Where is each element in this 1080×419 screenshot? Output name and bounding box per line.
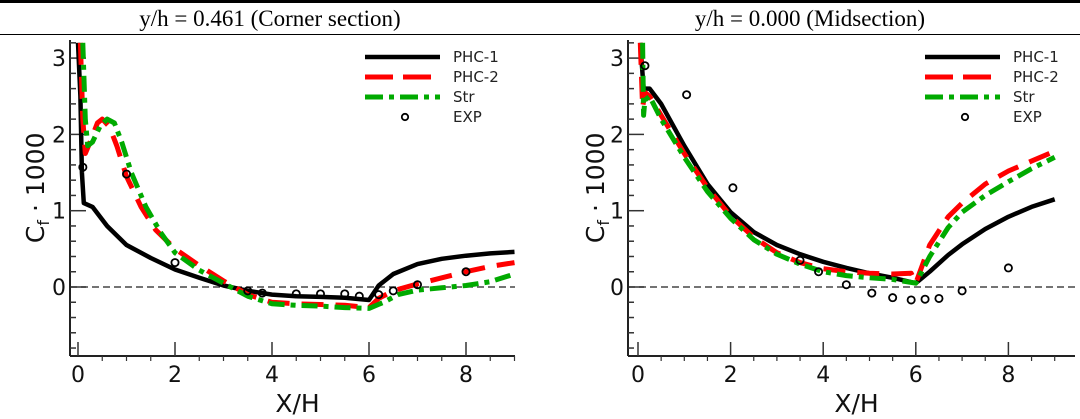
chart-panel-corner: 0 1 2 3 0 2 4 6 8 X/H Cf · 1000 PHC-1 PHC-2 Str EXP — [21, 40, 516, 418]
data-point-exp — [728, 183, 738, 193]
data-point-exp — [461, 267, 471, 277]
legend: PHC-1 PHC-2 Str EXP — [365, 48, 499, 126]
panel-title-left: y/h = 0.461 (Corner section) — [139, 6, 401, 31]
data-point-exp — [1003, 263, 1013, 273]
data-point-exp — [315, 289, 325, 299]
data-point-exp — [906, 295, 916, 305]
x-tick-label: 6 — [362, 363, 376, 388]
legend-label-str: Str — [453, 88, 475, 106]
x-axis-label: X/H — [834, 389, 878, 418]
y-axis-label: Cf · 1000 — [581, 133, 613, 244]
x-tick-label: 0 — [631, 363, 645, 388]
x-tick-label: 4 — [816, 363, 830, 388]
data-point-exp — [795, 255, 805, 265]
x-tick-label: 8 — [459, 363, 473, 388]
legend-label-phc-1: PHC-1 — [453, 48, 499, 66]
y-axis-label-tail: · 1000 — [21, 133, 50, 220]
data-point-exp — [257, 288, 267, 298]
x-tick-label: 2 — [724, 363, 738, 388]
data-point-exp — [291, 289, 301, 299]
y-tick-label: 3 — [52, 47, 66, 72]
data-point-exp — [814, 267, 824, 277]
plot-area — [75, 42, 516, 311]
data-point-exp — [920, 294, 930, 304]
top-rule — [0, 0, 1080, 3]
legend: PHC-1 PHC-2 Str EXP — [925, 48, 1059, 126]
data-point-exp — [412, 280, 422, 290]
series-line-phc-2 — [77, 42, 515, 311]
data-point-exp — [841, 280, 851, 290]
data-point-exp — [934, 293, 944, 303]
y-tick-label: 1 — [52, 200, 66, 225]
legend-label-phc-2: PHC-2 — [1013, 68, 1059, 86]
x-tick-label: 4 — [265, 363, 279, 388]
x-tick-label: 6 — [909, 363, 923, 388]
legend-marker-exp — [960, 112, 970, 122]
data-point-exp — [867, 288, 877, 298]
data-point-exp — [682, 90, 692, 100]
legend-label-phc-2: PHC-2 — [453, 68, 499, 86]
legend-label-str: Str — [1013, 88, 1035, 106]
series-line-phc-1 — [75, 42, 515, 303]
series-line-str — [640, 42, 1056, 286]
plot-area — [637, 42, 1056, 305]
data-point-exp — [640, 61, 650, 71]
series-line-str — [80, 42, 516, 311]
legend-label-exp: EXP — [453, 108, 482, 126]
y-tick-label: 0 — [610, 276, 624, 301]
y-axis-label: Cf · 1000 — [21, 133, 53, 244]
header-rule — [0, 34, 1080, 35]
x-tick-label: 2 — [168, 363, 182, 388]
x-axis-label: X/H — [275, 389, 319, 418]
data-point-exp — [170, 258, 180, 268]
data-point-exp — [243, 286, 253, 296]
y-tick-label: 2 — [610, 123, 624, 148]
legend-label-exp: EXP — [1013, 108, 1042, 126]
y-tick-label: 1 — [610, 200, 624, 225]
panel-title-right: y/h = 0.000 (Midsection) — [694, 6, 926, 31]
x-tick-label: 0 — [71, 363, 85, 388]
data-point-exp — [957, 286, 967, 296]
legend-label-phc-1: PHC-1 — [1013, 48, 1059, 66]
y-axis-label-subscript: f — [594, 220, 613, 226]
data-point-exp — [122, 169, 132, 179]
series-line-phc-1 — [638, 42, 1056, 286]
data-point-exp — [888, 293, 898, 303]
data-point-exp — [374, 290, 384, 300]
legend-marker-exp — [400, 112, 410, 122]
series-line-phc-2 — [637, 42, 1056, 286]
data-point-exp — [354, 291, 364, 301]
x-tick-label: 8 — [1001, 363, 1015, 388]
y-tick-label: 0 — [52, 276, 66, 301]
y-axis-label-subscript: f — [34, 220, 53, 226]
y-axis-label-tail: · 1000 — [581, 133, 610, 220]
data-point-exp — [388, 286, 398, 296]
y-tick-label: 2 — [52, 123, 66, 148]
data-point-exp — [78, 162, 88, 172]
data-point-exp — [340, 289, 350, 299]
y-tick-label: 3 — [610, 47, 624, 72]
chart-panel-midsection: 0 1 2 3 0 2 4 6 8 X/H Cf · 1000 PHC-1 PHC-2 Str EXP — [581, 40, 1075, 418]
